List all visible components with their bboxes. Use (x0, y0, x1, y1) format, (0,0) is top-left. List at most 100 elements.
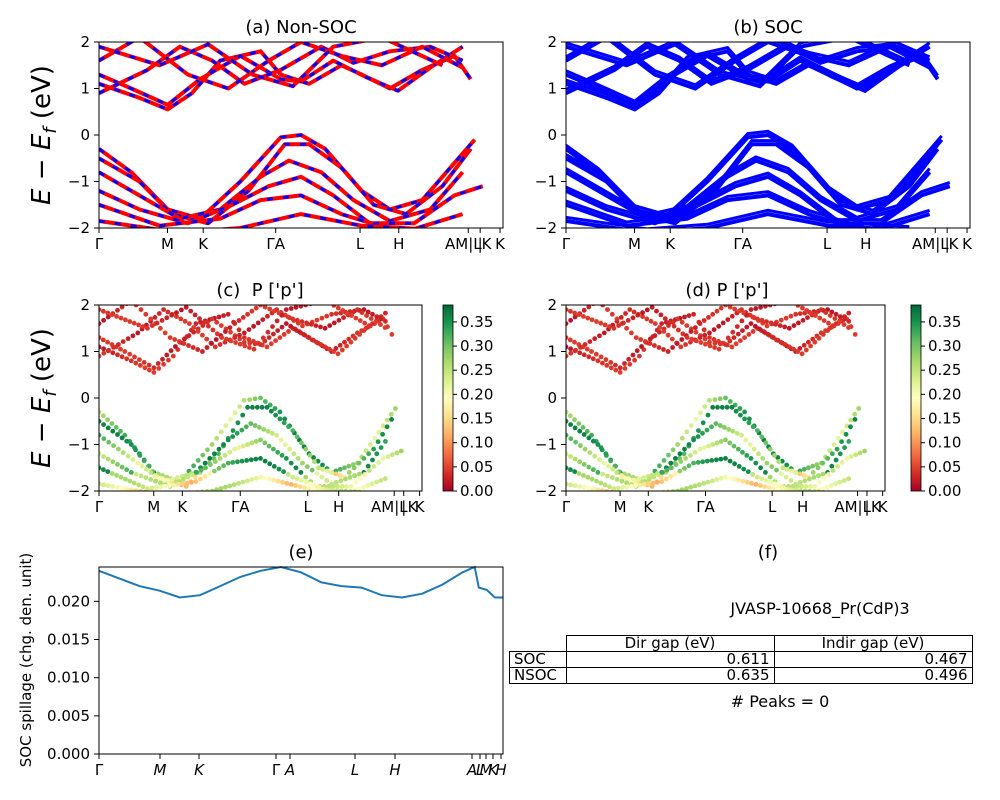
scatter-point (281, 332, 287, 337)
scatter-point (740, 478, 746, 484)
scatter-point (214, 435, 220, 441)
scatter-point (572, 314, 578, 320)
scatter-point (617, 365, 623, 371)
scatter-point (661, 329, 667, 334)
scatter-point (661, 458, 667, 463)
gap-table-col-indir: Indir gap (eV) (773, 635, 973, 652)
scatter-point (105, 417, 110, 423)
scatter-point (367, 468, 372, 473)
scatter-point (172, 337, 178, 342)
scatter-point (600, 471, 606, 477)
scatter-point (111, 345, 116, 350)
scatter-point (195, 347, 201, 352)
band-line (99, 174, 484, 226)
scatter-point (684, 429, 690, 435)
scatter-point (740, 449, 745, 455)
scatter-point (566, 353, 569, 359)
scatter-point (793, 311, 799, 317)
scatter-point (338, 488, 344, 491)
scatter-point (265, 313, 270, 319)
scatter-point (309, 467, 315, 473)
scatter-point (318, 324, 323, 330)
gap-table-header: Dir gap (eV) Indir gap (eV) (510, 635, 973, 652)
scatter-point (590, 486, 596, 491)
band-line (566, 44, 931, 96)
scatter-point (389, 332, 395, 337)
scatter-point (342, 339, 347, 345)
scatter-point (723, 305, 728, 308)
scatter-point (825, 328, 830, 333)
scatter-point (140, 484, 146, 490)
scatter-point (744, 312, 749, 318)
scatter-point (774, 467, 779, 473)
scatter-point (253, 475, 259, 481)
scatter-point (675, 488, 680, 491)
scatter-point (657, 329, 662, 335)
band-line (566, 139, 939, 222)
scatter-point (275, 478, 281, 484)
scatter-point (714, 308, 720, 314)
panel-c-ylabel: E − Ef (eV) (27, 328, 61, 468)
scatter-point (632, 478, 637, 483)
scatter-point (385, 454, 391, 459)
band-line-dashed (99, 142, 472, 225)
scatter-point (157, 492, 162, 497)
scatter-point (710, 478, 715, 484)
scatter-point (791, 323, 797, 328)
scatter-point (244, 458, 250, 463)
scatter-point (709, 458, 715, 463)
scatter-point (365, 463, 371, 469)
scatter-point (314, 317, 320, 323)
scatter-point (707, 330, 712, 336)
band-line (566, 45, 931, 108)
scatter-point (166, 493, 171, 498)
scatter-point (131, 320, 137, 326)
scatter-point (615, 490, 618, 491)
scatter-point (566, 451, 569, 457)
scatter-point (757, 326, 762, 332)
x-tick-label: L (356, 235, 365, 253)
scatter-point (135, 460, 141, 466)
scatter-point (826, 472, 831, 477)
scatter-point (810, 470, 816, 475)
x-tick-label: M (154, 761, 167, 779)
scatter-point (331, 349, 337, 354)
y-tick-label: 0.000 (47, 745, 90, 763)
scatter-point (653, 490, 655, 491)
scatter-point (302, 485, 307, 490)
scatter-point (691, 311, 696, 317)
scatter-point (217, 342, 223, 347)
scatter-point (127, 319, 133, 324)
scatter-point (566, 418, 569, 424)
scatter-point (371, 446, 376, 452)
scatter-point (258, 395, 263, 401)
scatter-point (568, 422, 573, 427)
x-tick-label: M (480, 761, 493, 779)
scatter-point (713, 421, 719, 426)
scatter-point (701, 318, 707, 323)
scatter-point (99, 344, 102, 350)
scatter-point (682, 466, 687, 471)
scatter-point (701, 445, 707, 450)
scatter-point (621, 320, 626, 326)
scatter-point (695, 434, 701, 439)
scatter-point (606, 463, 611, 469)
scatter-point (718, 456, 724, 462)
scatter-point (383, 439, 388, 444)
scatter-point (127, 478, 133, 484)
scatter-point (209, 316, 215, 322)
scatter-point (305, 334, 311, 340)
scatter-point (766, 485, 772, 490)
scatter-point (748, 307, 754, 312)
scatter-point (99, 451, 102, 457)
scatter-point (324, 313, 330, 319)
x-tick-label: Γ (562, 235, 571, 253)
scatter-point (115, 462, 120, 467)
scatter-point (274, 432, 279, 438)
scatter-point (780, 465, 786, 471)
scatter-point (736, 464, 742, 469)
scatter-point (720, 320, 726, 326)
x-tick-label: K (194, 761, 205, 779)
scatter-point (627, 361, 633, 367)
x-tick-label: H (797, 498, 808, 516)
